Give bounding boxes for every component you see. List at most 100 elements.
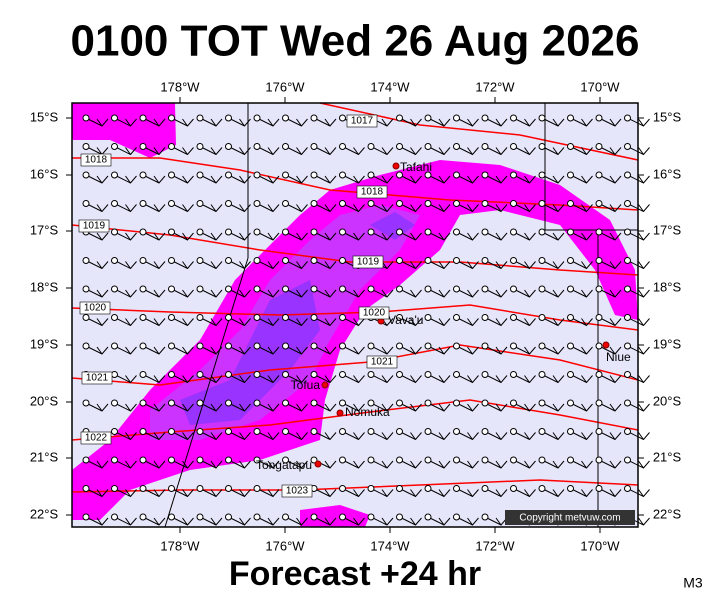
wind-station <box>367 143 375 150</box>
wind-station <box>481 143 489 150</box>
wind-barb <box>456 488 479 498</box>
wind-station <box>510 314 517 321</box>
wind-station <box>595 456 603 464</box>
wind-barb <box>114 117 137 127</box>
wind-barb <box>142 402 166 412</box>
wind-barb <box>171 288 194 298</box>
lat-label: 20°S <box>653 393 682 408</box>
wind-station <box>339 485 346 492</box>
place-marker <box>336 409 344 417</box>
wind-barb <box>313 174 337 184</box>
wind-station <box>339 456 346 464</box>
wind-station <box>538 371 546 378</box>
wind-barb <box>313 288 337 298</box>
wind-station <box>367 228 375 236</box>
wind-station <box>282 314 289 321</box>
wind-station <box>424 399 432 407</box>
wind-barb <box>114 374 137 384</box>
wind-barb <box>456 374 479 384</box>
lat-label: 22°S <box>653 506 682 521</box>
wind-station <box>453 513 460 521</box>
wind-station <box>196 228 204 236</box>
wind-station <box>538 485 546 492</box>
place-label: Niue <box>606 350 631 364</box>
wind-station <box>139 399 147 407</box>
wind-station <box>396 428 403 435</box>
wind-station <box>510 171 517 179</box>
wind-station <box>396 513 403 521</box>
wind-barb <box>484 288 508 298</box>
wind-barb <box>171 203 194 213</box>
wind-station <box>567 456 574 464</box>
wind-station <box>339 114 346 122</box>
wind-station <box>595 228 603 236</box>
isobar-label-box <box>366 355 398 369</box>
wind-barb <box>114 317 137 327</box>
wind-barb <box>570 174 593 184</box>
wind-station <box>253 200 261 207</box>
wind-station <box>168 143 175 150</box>
lon-label: 172°W <box>475 79 515 94</box>
wind-station <box>396 200 403 207</box>
wind-station <box>424 200 432 207</box>
wind-barb <box>114 431 137 441</box>
wind-barb <box>541 174 565 184</box>
wind-station <box>168 285 175 293</box>
wind-station <box>624 399 631 407</box>
wind-station <box>510 200 517 207</box>
place-label: Tongatapu <box>256 458 312 472</box>
wind-barb <box>228 402 251 412</box>
wind-barb <box>427 345 451 355</box>
wind-station <box>225 314 232 321</box>
wind-barb <box>142 459 166 469</box>
wind-barb <box>85 345 109 355</box>
wind-station <box>367 285 375 293</box>
wind-barb <box>85 260 109 270</box>
lat-label: 15°S <box>30 109 59 124</box>
wind-barb <box>256 345 280 355</box>
lat-label: 16°S <box>653 166 682 181</box>
isobar-label: 1017 <box>351 116 374 127</box>
wind-station <box>453 257 460 264</box>
wind-barb <box>85 317 109 327</box>
wind-barb <box>427 402 451 412</box>
wind-station <box>396 314 403 321</box>
wind-station <box>282 428 289 435</box>
wind-station <box>424 257 432 264</box>
wind-barb <box>570 146 593 156</box>
wind-barb <box>342 288 365 298</box>
wind-station <box>481 200 489 207</box>
place-marker <box>392 162 400 170</box>
wind-barb <box>228 174 251 184</box>
isobar-label: 1019 <box>357 257 380 268</box>
isobar-label-box <box>79 301 111 315</box>
wind-barb <box>399 516 422 526</box>
wind-station <box>310 428 318 435</box>
lat-label: 17°S <box>653 222 682 237</box>
wind-barb <box>627 203 650 213</box>
wind-station <box>339 257 346 264</box>
wind-station <box>310 257 318 264</box>
wind-station <box>139 228 147 236</box>
wind-station <box>481 285 489 293</box>
wind-station <box>481 456 489 464</box>
wind-station <box>424 456 432 464</box>
isobar-label: 1021 <box>371 357 394 368</box>
wind-barb <box>228 288 251 298</box>
wind-station <box>168 342 175 350</box>
wind-station <box>310 342 318 350</box>
wind-station <box>196 456 204 464</box>
wind-station <box>424 171 432 179</box>
wind-station <box>82 200 90 207</box>
wind-station <box>595 342 603 350</box>
wind-barb <box>171 117 194 127</box>
wind-barb <box>541 146 565 156</box>
wind-barb <box>541 431 565 441</box>
isobar-label: 1018 <box>361 187 384 198</box>
wind-barb <box>313 516 337 526</box>
wind-station <box>196 485 204 492</box>
wind-barb <box>456 117 479 127</box>
wind-barb <box>199 402 223 412</box>
wind-station <box>282 228 289 236</box>
wind-station <box>168 171 175 179</box>
